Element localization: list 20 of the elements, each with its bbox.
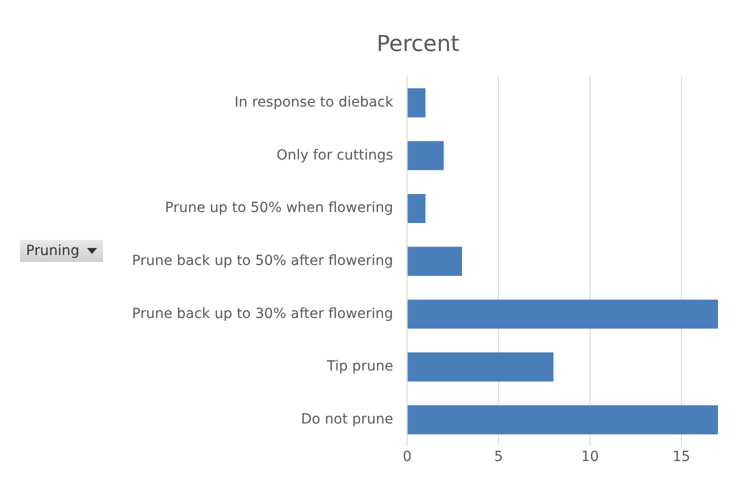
- bar: [408, 246, 462, 276]
- y-tick-label: Only for cuttings: [276, 147, 394, 164]
- bar: [408, 352, 554, 382]
- bar: [408, 405, 718, 434]
- y-tick-label: Do not prune: [301, 411, 394, 428]
- bar: [408, 194, 426, 223]
- y-tick-label: Tip prune: [326, 358, 394, 375]
- x-tick-label: 5: [494, 449, 504, 466]
- y-tick-label: Prune up to 50% when flowering: [165, 200, 394, 216]
- bar: [408, 141, 444, 170]
- y-tick-label: Prune back up to 50% after flowering: [132, 252, 394, 269]
- bar: [408, 88, 426, 118]
- x-tick-label: 0: [402, 449, 412, 466]
- chart-title: Percent: [376, 32, 460, 57]
- y-axis-title: Pruning: [26, 243, 80, 259]
- x-tick-label: 15: [672, 449, 690, 466]
- x-tick-label: 10: [581, 449, 599, 466]
- y-tick-label: Prune back up to 30% after flowering: [132, 306, 394, 322]
- bar: [408, 300, 718, 329]
- y-tick-label: In response to dieback: [234, 94, 394, 110]
